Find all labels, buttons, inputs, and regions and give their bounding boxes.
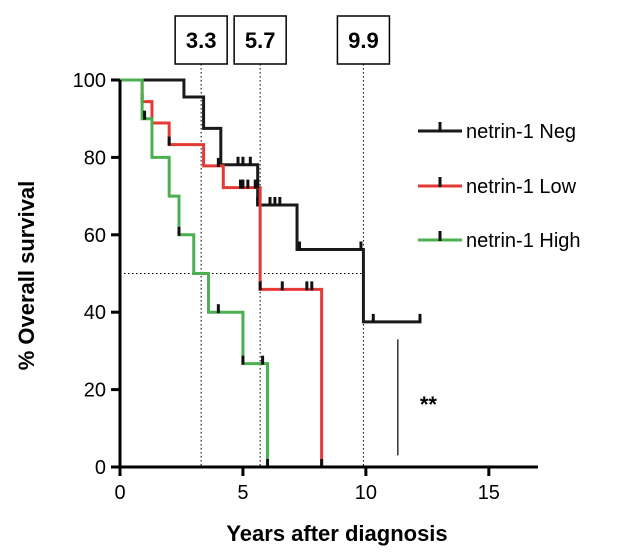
median-box-1 (233, 15, 287, 65)
significance-annotation: ** (397, 339, 438, 456)
series-group (118, 78, 422, 469)
legend-label-0: netrin-1 Neg (466, 121, 576, 143)
y-tick-label-0: 0 (95, 457, 106, 479)
x-tick-label-1: 5 (237, 482, 248, 504)
y-tick-label-5: 100 (73, 70, 106, 92)
median-box-label-2: 9.9 (348, 28, 379, 53)
median-box-0 (174, 15, 228, 65)
legend: netrin-1 Neg netrin-1 Low netrin-1 High (418, 121, 581, 252)
series-line-1 (118, 78, 324, 469)
median-markers: 3.3 5.7 9.9 (174, 15, 391, 65)
x-tick-label-0: 0 (114, 482, 125, 504)
median-box-2 (336, 15, 391, 65)
y-tick-label-4: 80 (84, 147, 106, 169)
legend-label-2: netrin-1 High (466, 230, 581, 252)
median-box-label-0: 3.3 (186, 28, 217, 53)
x-tick-label-3: 15 (478, 482, 500, 504)
ticks: 0 5 10 15 0 20 40 60 80 100 (73, 70, 500, 504)
y-axis-title: % Overall survival (14, 181, 39, 371)
y-tick-label-1: 20 (84, 380, 106, 402)
x-axis-title: Years after diagnosis (226, 521, 447, 546)
y-tick-label-2: 40 (84, 302, 106, 324)
median-box-label-1: 5.7 (245, 28, 276, 53)
axes (118, 80, 538, 469)
y-tick-label-3: 60 (84, 225, 106, 247)
significance-label: ** (420, 392, 438, 417)
x-tick-label-2: 10 (355, 482, 377, 504)
legend-label-1: netrin-1 Low (466, 176, 577, 198)
